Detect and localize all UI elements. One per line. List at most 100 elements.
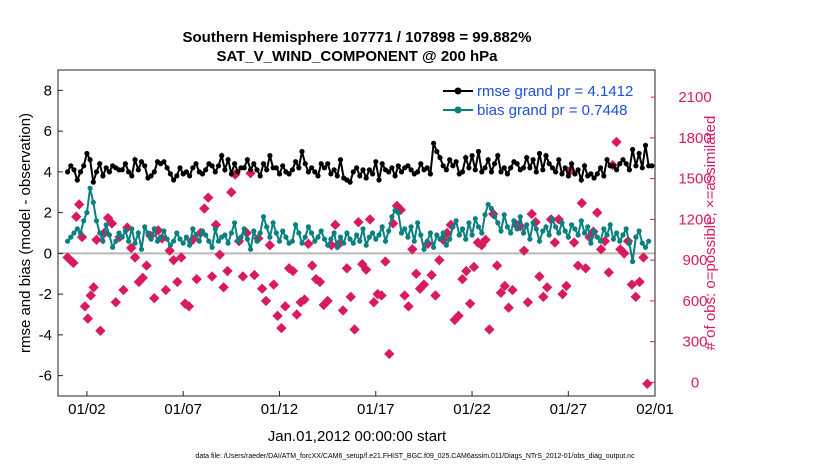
rmse-point — [501, 165, 507, 171]
obs-assimilated-point — [322, 295, 333, 307]
obs-assimilated-point — [106, 218, 118, 229]
bias-point — [559, 220, 565, 226]
rmse-point — [427, 171, 433, 177]
bias-point — [81, 218, 87, 224]
rmse-point — [604, 157, 610, 163]
bias-point — [415, 220, 421, 226]
rmse-point — [251, 161, 257, 167]
plot-frame — [57, 69, 656, 397]
obs-assimilated-point — [164, 245, 175, 256]
rmse-point — [254, 167, 260, 173]
rmse-point — [392, 173, 398, 179]
obs-assimilated-point — [468, 261, 480, 273]
rmse-point — [161, 159, 167, 165]
rmse-point — [276, 171, 283, 177]
bias-point — [212, 226, 218, 232]
bias-point — [623, 226, 629, 232]
chart-subtitle: SAT_V_WIND_COMPONENT @ 200 hPa — [216, 48, 498, 65]
bias-point — [482, 212, 488, 218]
bias-point — [222, 232, 228, 238]
rmse-point — [588, 171, 594, 177]
y-right-tick-label: 2100 — [678, 89, 711, 106]
bias-point — [527, 236, 533, 242]
obs-assimilated-point — [206, 271, 218, 282]
obs-assimilated-point — [214, 249, 225, 260]
bias-point — [524, 222, 530, 228]
rmse-point — [257, 173, 263, 179]
bias-point — [225, 240, 231, 246]
rmse-point — [331, 167, 337, 173]
rmse-point — [296, 165, 302, 171]
obs-assimilated-point — [199, 203, 210, 214]
rmse-point — [514, 161, 520, 167]
obs-assimilated-point — [430, 290, 441, 301]
y-right-tick-label: 1800 — [678, 130, 711, 147]
rmse-point — [190, 165, 196, 171]
bias-point — [93, 218, 100, 224]
bias-point — [366, 234, 372, 240]
rmse-point — [498, 169, 504, 175]
rmse-point — [312, 169, 318, 175]
rmse-point — [103, 165, 109, 171]
rmse-point — [601, 173, 607, 179]
bias-point — [440, 230, 446, 236]
rmse-point — [215, 163, 222, 169]
bias-point — [447, 236, 453, 242]
obs-assimilated-point — [337, 305, 349, 316]
bias-point — [164, 236, 170, 242]
legend-box — [439, 80, 651, 122]
bias-point — [260, 214, 267, 220]
rmse-point — [581, 163, 588, 169]
rmse-point — [543, 153, 549, 159]
rmse-point — [328, 171, 334, 177]
rmse-point — [440, 163, 446, 169]
obs-assimilated-point — [572, 260, 584, 271]
bias-point — [135, 230, 141, 236]
bias-point — [312, 238, 318, 244]
rmse-point — [235, 169, 241, 175]
obs-assimilated-point — [160, 284, 172, 296]
bias-point — [232, 220, 238, 226]
rmse-point — [203, 167, 209, 173]
bias-point — [601, 226, 607, 232]
obs-assimilated-point — [218, 282, 229, 293]
obs-assimilated-point — [172, 276, 183, 288]
bias-point — [206, 238, 212, 244]
rmse-point — [148, 173, 154, 179]
rmse-point — [222, 167, 228, 173]
rmse-point — [591, 175, 597, 181]
obs-assimilated-point — [353, 216, 364, 228]
bias-point — [325, 242, 331, 248]
rmse-point — [151, 169, 157, 175]
rmse-point — [321, 165, 328, 171]
x-tick-label: 01/07 — [164, 401, 202, 418]
y-left-tick-label: -6 — [39, 368, 52, 385]
obs-assimilated-point — [580, 263, 591, 274]
rmse-point — [626, 167, 633, 173]
obs-assimilated-point — [499, 280, 510, 292]
bias-point — [431, 244, 437, 250]
bias-point — [360, 226, 366, 232]
bias-point — [74, 226, 80, 232]
rmse-point — [129, 173, 135, 179]
obs-assimilated-point — [464, 298, 476, 309]
bias-point — [350, 240, 356, 246]
bias-point — [276, 238, 283, 244]
rmse-point — [614, 167, 620, 173]
obs-assimilated-point — [522, 297, 534, 308]
bias-point — [492, 214, 498, 220]
rmse-point — [273, 165, 279, 171]
rmse-point — [536, 150, 543, 157]
obs-assimilated-point — [626, 279, 638, 290]
rmse-point — [93, 169, 100, 175]
y-right-tick-label: 1200 — [678, 211, 711, 228]
obs-assimilated-point — [526, 208, 537, 220]
bias-point — [514, 226, 520, 232]
rmse-point — [174, 173, 180, 179]
rmse-point — [472, 167, 478, 173]
obs-assimilated-point — [634, 276, 645, 288]
bias-point — [520, 230, 527, 236]
obs-assimilated-point — [222, 265, 233, 277]
footnote: data file: /Users/raeder/DAI/ATM_forcXX/… — [195, 453, 635, 460]
